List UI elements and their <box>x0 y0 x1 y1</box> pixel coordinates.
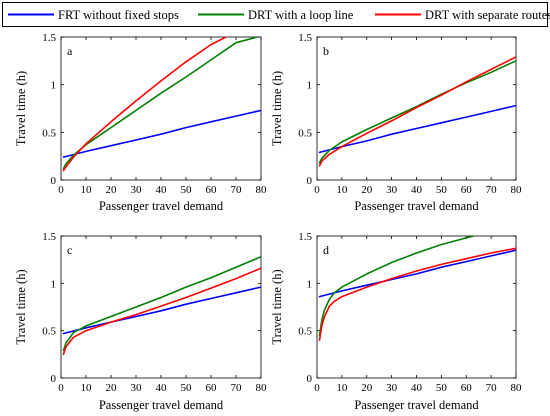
x-tick-label: 80 <box>256 382 268 394</box>
series-line-frt-without-fixed-stops <box>318 249 516 298</box>
x-tick-label: 60 <box>206 382 218 394</box>
ticks-panel-a: 0 10 20 30 40 50 60 70 80 0 0.5 1 1.5 <box>42 32 267 196</box>
x-tick-label: 40 <box>156 184 168 196</box>
x-tick-label: 50 <box>436 382 448 394</box>
y-tick-label: 1 <box>307 80 313 92</box>
legend-box <box>2 2 548 27</box>
x-tick-label: 20 <box>106 184 118 196</box>
ticks-panel-b: 0 10 20 30 40 50 60 70 80 0 0.5 1 1.5 <box>298 32 522 196</box>
x-tick-label: 30 <box>386 382 398 394</box>
ticks-panel-c: 0 10 20 30 40 50 60 70 80 0 0.5 1 1.5 <box>42 231 267 394</box>
x-tick-label: 50 <box>436 184 448 196</box>
panel-label: d <box>323 243 329 257</box>
x-tick-label: 40 <box>156 382 168 394</box>
y-tick-label: 0 <box>51 373 57 385</box>
x-tick-label: 30 <box>131 382 143 394</box>
series-panel-c <box>62 255 261 356</box>
y-tick-label: 0.5 <box>298 127 312 139</box>
chart-panel-a: 0 10 20 30 40 50 60 70 80 0 0.5 1 1.5 a Travel time … <box>14 32 267 213</box>
x-tick-label: 30 <box>386 184 398 196</box>
x-tick-label: 60 <box>206 184 218 196</box>
x-tick-label: 10 <box>336 184 348 196</box>
series-line-frt-without-fixed-stops <box>318 104 516 154</box>
panel-label: b <box>323 44 329 58</box>
ticks-panel-d: 0 10 20 30 40 50 60 70 80 0 0.5 1 1.5 <box>298 231 522 394</box>
series-panel-a <box>62 37 261 172</box>
series-line-drt-with-separate-routes <box>62 267 261 356</box>
x-tick-label: 10 <box>81 184 93 196</box>
x-tick-label: 80 <box>256 184 268 196</box>
y-tick-label: 1.5 <box>298 231 312 243</box>
y-tick-label: 0 <box>51 175 57 187</box>
y-tick-label: 0.5 <box>42 127 56 139</box>
y-axis-label: Travel time (h) <box>14 269 28 344</box>
series-panel-b <box>318 56 516 167</box>
y-axis-label: Travel time (h) <box>270 71 284 146</box>
series-line-frt-without-fixed-stops <box>62 286 261 335</box>
y-tick-label: 1 <box>51 278 57 290</box>
y-axis-label: Travel time (h) <box>270 269 284 344</box>
x-axis-label: Passenger travel demand <box>99 199 224 213</box>
y-tick-label: 0 <box>307 373 313 385</box>
y-tick-label: 0.5 <box>298 326 312 338</box>
x-axis-label: Passenger travel demand <box>354 199 479 213</box>
x-tick-label: 20 <box>106 382 118 394</box>
series-line-drt-with-separate-routes <box>318 247 516 341</box>
chart-panel-d: 0 10 20 30 40 50 60 70 80 0 0.5 1 1.5 d Travel time … <box>270 231 522 412</box>
y-tick-label: 0.5 <box>42 326 56 338</box>
panel-label: c <box>67 243 72 257</box>
plot-frame <box>60 235 262 379</box>
x-tick-label: 70 <box>486 382 498 394</box>
series-line-drt-with-separate-routes <box>318 56 516 167</box>
y-tick-label: 1.5 <box>42 32 56 44</box>
y-tick-label: 1 <box>307 278 313 290</box>
x-tick-label: 40 <box>411 382 423 394</box>
x-tick-label: 60 <box>461 382 473 394</box>
x-tick-label: 30 <box>131 184 143 196</box>
x-tick-label: 10 <box>81 382 93 394</box>
x-tick-label: 0 <box>314 184 320 196</box>
x-tick-label: 70 <box>231 382 243 394</box>
y-tick-label: 1.5 <box>42 231 56 243</box>
x-axis-label: Passenger travel demand <box>354 398 479 412</box>
x-tick-label: 80 <box>511 382 523 394</box>
y-axis-label: Travel time (h) <box>14 71 28 146</box>
series-line-drt-with-separate-routes <box>62 37 227 172</box>
series-line-drt-with-a-loop-line <box>318 59 516 164</box>
x-axis-label: Passenger travel demand <box>99 398 224 412</box>
chart-panel-b: 0 10 20 30 40 50 60 70 80 0 0.5 1 1.5 b Travel time … <box>270 32 522 213</box>
x-tick-label: 10 <box>336 382 348 394</box>
x-tick-label: 70 <box>486 184 498 196</box>
x-tick-label: 80 <box>511 184 523 196</box>
legend-label-frt: FRT without fixed stops <box>58 8 179 22</box>
series-line-drt-with-a-loop-line <box>62 255 261 352</box>
series-line-drt-with-a-loop-line <box>62 37 259 170</box>
x-tick-label: 0 <box>58 184 64 196</box>
x-tick-label: 50 <box>181 382 193 394</box>
x-tick-label: 0 <box>314 382 320 394</box>
series-line-frt-without-fixed-stops <box>62 109 261 158</box>
y-tick-label: 1 <box>51 80 57 92</box>
panel-label: a <box>67 44 73 58</box>
chart-panel-c: 0 10 20 30 40 50 60 70 80 0 0.5 1 1.5 c Travel time … <box>14 231 267 412</box>
x-tick-label: 50 <box>181 184 193 196</box>
x-tick-label: 40 <box>411 184 423 196</box>
legend-label-loop: DRT with a loop line <box>248 8 354 22</box>
x-tick-label: 0 <box>58 382 64 394</box>
plot-frame <box>60 36 262 181</box>
x-tick-label: 70 <box>231 184 243 196</box>
x-tick-label: 20 <box>361 382 373 394</box>
y-tick-label: 1.5 <box>298 32 312 44</box>
series-panel-d <box>318 236 516 341</box>
x-tick-label: 20 <box>361 184 373 196</box>
series-line-drt-with-a-loop-line <box>318 236 475 337</box>
legend-label-separate: DRT with separate routes <box>425 8 550 22</box>
legend: FRT without fixed stops DRT with a loop … <box>2 2 550 27</box>
y-tick-label: 0 <box>307 175 313 187</box>
plot-frame <box>316 36 517 181</box>
x-tick-label: 60 <box>461 184 473 196</box>
